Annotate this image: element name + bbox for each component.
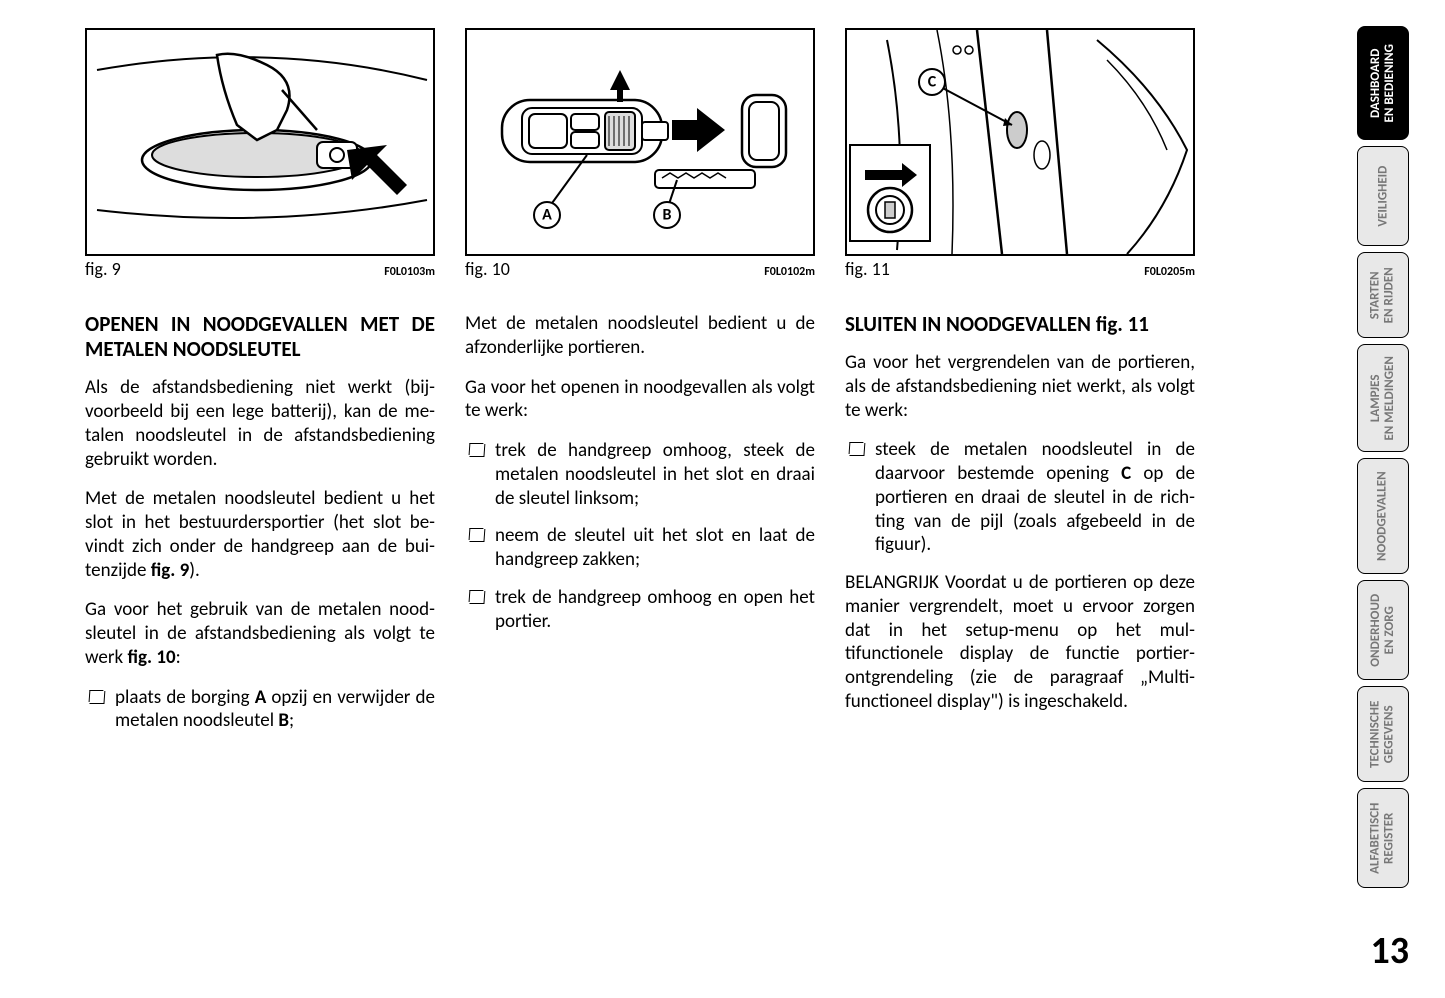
figure-10-illustration: A B — [467, 30, 813, 254]
col1-list: plaats de borging A opzij en verwijder d… — [85, 686, 435, 748]
figure-9 — [85, 28, 435, 256]
bullet-icon — [469, 528, 484, 540]
column-3: C fig. 11 F0L0205m SLUITEN IN NOODGEVALL… — [845, 28, 1195, 747]
sidebar-tab-label: STARTENEN RIJDEN — [1369, 267, 1398, 323]
svg-text:C: C — [928, 73, 937, 92]
figure-11-caption: fig. 11 F0L0205m — [845, 258, 1195, 280]
figure-10-caption: fig. 10 F0L0102m — [465, 258, 815, 280]
sidebar-tab-label: LAMPJESEN MELDINGEN — [1369, 356, 1398, 440]
fig-11-label: fig. 11 — [845, 258, 890, 280]
page-number: 13 — [1370, 928, 1409, 974]
col1-para-1: Als de afstandsbediening niet werkt (bij… — [85, 376, 435, 471]
sidebar-tab-5[interactable]: ONDERHOUDEN ZORG — [1357, 580, 1409, 680]
list-item: trek de handgreep omhoog en open het por… — [465, 586, 815, 634]
col3-para-1: Ga voor het vergrendelen van de portie­r… — [845, 351, 1195, 422]
list-item: trek de handgreep omhoog, steek de metal… — [465, 439, 815, 510]
sidebar-tab-7[interactable]: ALFABETISCHREGISTER — [1357, 788, 1409, 888]
sidebar-tabs: DASHBOARDEN BEDIENING VEILIGHEID STARTENEN… — [1357, 26, 1409, 888]
col1-para-3: Ga voor het gebruik van de metalen nood­… — [85, 598, 435, 669]
bullet-icon — [849, 442, 864, 454]
fig-9-label: fig. 9 — [85, 258, 121, 280]
columns-container: fig. 9 F0L0103m OPENEN IN NOODGEVALLEN M… — [85, 28, 1200, 747]
figure-9-caption: fig. 9 F0L0103m — [85, 258, 435, 280]
sidebar-tab-2[interactable]: STARTENEN RIJDEN — [1357, 252, 1409, 338]
list-item: steek de metalen noodsleutel in de daarv… — [845, 438, 1195, 557]
col1-heading: OPENEN IN NOODGEVALLEN MET DE METALEN NO… — [85, 312, 435, 362]
column-1: fig. 9 F0L0103m OPENEN IN NOODGEVALLEN M… — [85, 28, 435, 747]
sidebar-tab-4[interactable]: NOODGEVALLEN — [1357, 458, 1409, 574]
sidebar-tab-3[interactable]: LAMPJESEN MELDINGEN — [1357, 344, 1409, 452]
figure-9-illustration — [87, 30, 433, 254]
col2-list: trek de handgreep omhoog, steek de metal… — [465, 439, 815, 647]
col2-para-2: Ga voor het openen in noodgevallen als v… — [465, 376, 815, 424]
sidebar-tab-label: ONDERHOUDEN ZORG — [1369, 594, 1398, 667]
sidebar-tab-label: TECHNISCHEGEGEVENS — [1369, 700, 1398, 767]
sidebar-tab-0[interactable]: DASHBOARDEN BEDIENING — [1357, 26, 1409, 140]
fig-10-code: F0L0102m — [764, 265, 815, 279]
sidebar-tab-label: DASHBOARDEN BEDIENING — [1369, 44, 1398, 122]
sidebar-tab-label: ALFABETISCHREGISTER — [1369, 802, 1398, 873]
fig-9-code: F0L0103m — [384, 265, 435, 279]
figure-11-illustration: C — [847, 30, 1193, 254]
list-item: plaats de borging A opzij en verwijder d… — [85, 686, 435, 734]
fig-11-code: F0L0205m — [1144, 265, 1195, 279]
svg-text:B: B — [663, 206, 672, 225]
col1-para-2: Met de metalen noodsleutel bedient u het… — [85, 487, 435, 582]
figure-10: A B — [465, 28, 815, 256]
svg-text:A: A — [542, 206, 552, 225]
bullet-icon — [89, 690, 104, 702]
col3-para-2: BELANGRIJK Voordat u de portieren op dez… — [845, 571, 1195, 714]
page-content: fig. 9 F0L0103m OPENEN IN NOODGEVALLEN M… — [85, 28, 1200, 968]
bullet-icon — [469, 590, 484, 602]
fig-10-label: fig. 10 — [465, 258, 510, 280]
sidebar-tab-1[interactable]: VEILIGHEID — [1357, 146, 1409, 246]
bullet-icon — [469, 443, 484, 455]
column-2: A B fig. 10 F0L0102m Met de metalen nood… — [465, 28, 815, 747]
list-item: neem de sleutel uit het slot en laat de … — [465, 524, 815, 572]
sidebar-tab-6[interactable]: TECHNISCHEGEGEVENS — [1357, 686, 1409, 782]
col3-list: steek de metalen noodsleutel in de daarv… — [845, 438, 1195, 571]
col3-heading: SLUITEN IN NOODGEVALLEN fig. 11 — [845, 312, 1195, 337]
figure-11: C — [845, 28, 1195, 256]
sidebar-tab-label: VEILIGHEID — [1376, 166, 1390, 227]
sidebar-tab-label: NOODGEVALLEN — [1376, 471, 1390, 561]
col2-para-1: Met de metalen noodsleutel bedient u de … — [465, 312, 815, 360]
